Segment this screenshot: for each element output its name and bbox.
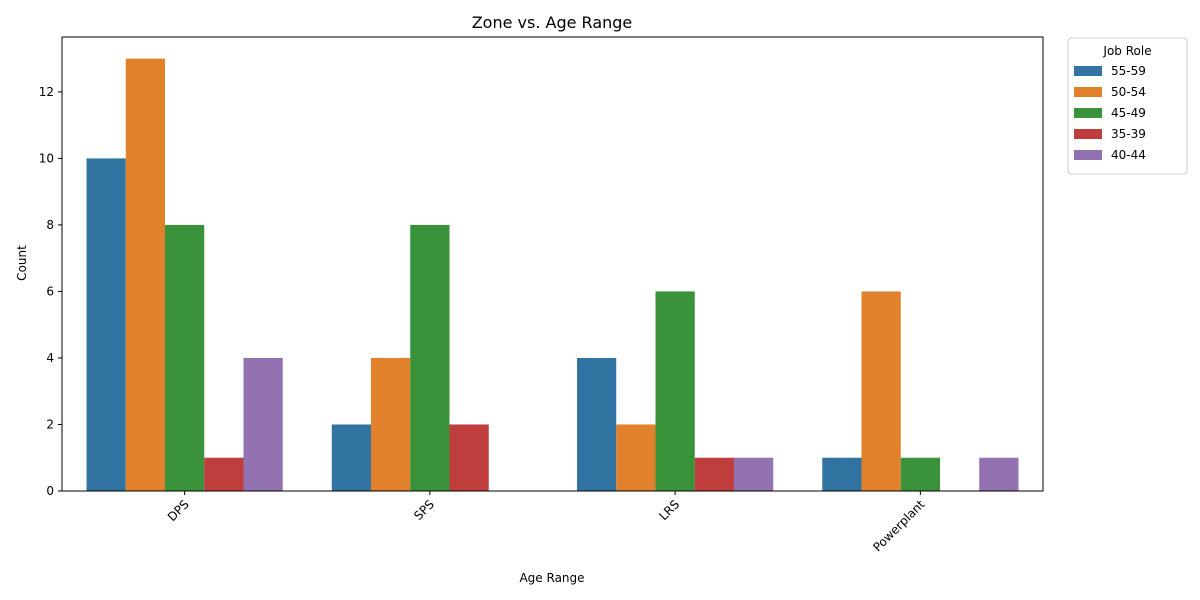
legend-label-55-59: 55-59	[1111, 64, 1146, 78]
x-tick-label: SPS	[411, 497, 437, 523]
bar-40-44-LRS	[733, 457, 774, 491]
legend-label-45-49: 45-49	[1111, 106, 1146, 120]
bar-40-44-DPS	[243, 357, 283, 491]
bar-45-49-Powerplant	[900, 457, 940, 491]
bar-40-44-Powerplant	[979, 457, 1019, 491]
bar-35-39-LRS	[694, 457, 734, 491]
x-tick-label: DPS	[165, 497, 192, 524]
bar-55-59-Powerplant	[822, 457, 862, 491]
legend-swatch-40-44	[1074, 150, 1102, 160]
x-axis-label: Age Range	[519, 571, 584, 585]
legend: Job Role 55-59 50-54 45-49 35-39 40-44	[1067, 37, 1188, 175]
legend-swatch-50-54	[1074, 87, 1102, 97]
legend-label-50-54: 50-54	[1111, 85, 1146, 99]
bar-35-39-DPS	[204, 457, 244, 491]
legend-title: Job Role	[1102, 44, 1151, 58]
x-tick-label: LRS	[656, 497, 682, 523]
bar-45-49-SPS	[410, 224, 450, 492]
bar-55-59-DPS	[86, 158, 126, 491]
plot-frame	[61, 36, 1044, 492]
bar-55-59-LRS	[577, 357, 617, 491]
bar-50-54-Powerplant	[861, 291, 901, 491]
y-tick-label: 8	[46, 218, 54, 232]
y-tick-label: 0	[46, 484, 54, 498]
y-axis-label: Count	[15, 245, 29, 281]
bar-50-54-SPS	[371, 357, 411, 491]
bar-45-49-LRS	[655, 291, 695, 491]
legend-swatch-45-49	[1074, 108, 1102, 118]
legend-swatch-35-39	[1074, 129, 1102, 139]
bar-50-54-DPS	[125, 58, 165, 492]
bar-45-49-DPS	[165, 224, 205, 492]
chart-title: Zone vs. Age Range	[472, 13, 633, 32]
y-tick-label: 2	[46, 417, 54, 431]
y-tick-label: 4	[46, 351, 54, 365]
y-tick-label: 6	[46, 284, 54, 298]
x-tick-label: Powerplant	[870, 497, 927, 554]
y-tick-label: 10	[39, 151, 54, 165]
y-tick-label: 12	[39, 85, 54, 99]
bar-55-59-SPS	[331, 424, 372, 491]
plot-area: 0 2 4 6 8 10 12 DPS SPS LRS Powerplant	[39, 36, 1044, 554]
legend-label-40-44: 40-44	[1111, 148, 1146, 162]
legend-swatch-55-59	[1074, 66, 1102, 76]
bar-35-39-SPS	[449, 424, 489, 491]
bar-50-54-LRS	[616, 424, 656, 491]
legend-label-35-39: 35-39	[1111, 127, 1146, 141]
